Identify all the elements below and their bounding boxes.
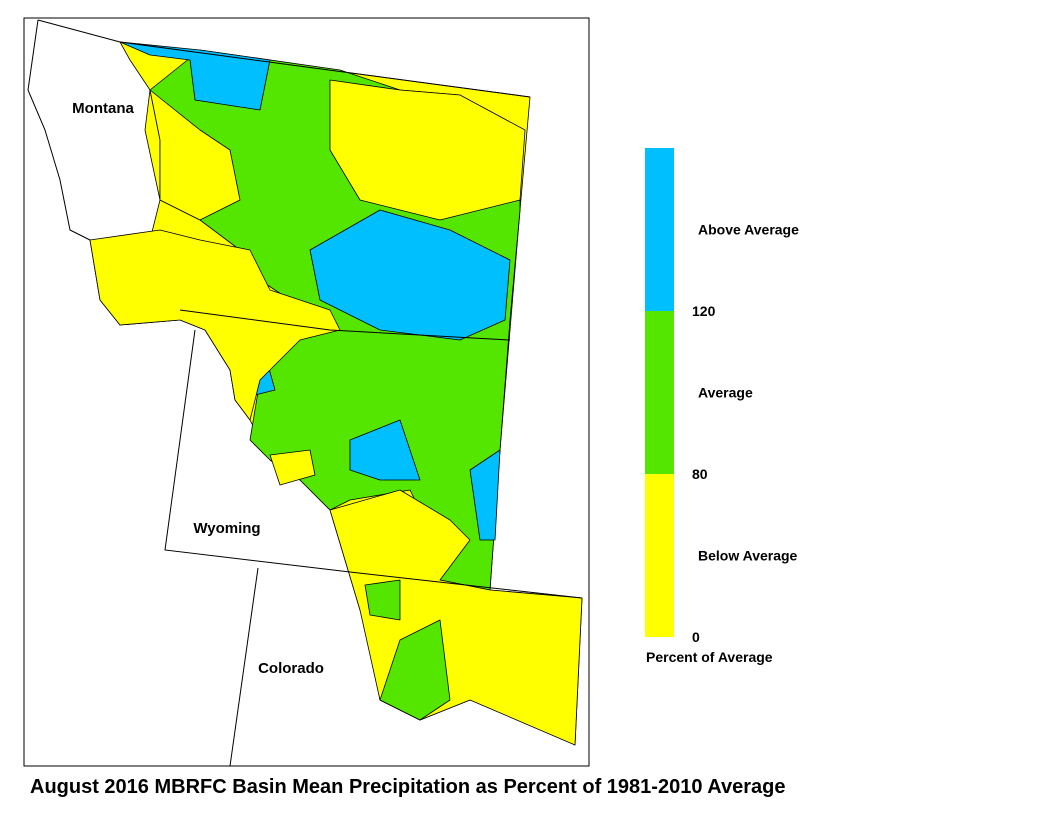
legend-swatch: [645, 148, 674, 311]
state-boundaries: [27, 19, 583, 767]
legend-tick-label: 0: [692, 629, 700, 645]
state-boundary: [27, 19, 91, 241]
state-boundary: [37, 19, 531, 98]
legend: Above Average Average Below Average 120 80 0: [645, 148, 799, 645]
state-boundary: [164, 329, 583, 599]
legend-swatch: [645, 311, 674, 474]
legend-label: Above Average: [698, 222, 799, 238]
state-label: Montana: [72, 100, 134, 117]
basin-region: [469, 449, 501, 541]
basin-region: [119, 41, 271, 111]
basin-region: [379, 619, 451, 721]
legend-label: Below Average: [698, 548, 798, 564]
basin-region: [349, 419, 421, 481]
basin-region: [269, 449, 316, 486]
legend-label: Average: [698, 385, 753, 401]
legend-tick-label: 80: [692, 466, 708, 482]
map-title: August 2016 MBRFC Basin Mean Precipitati…: [30, 776, 785, 798]
state-boundary: [179, 309, 511, 341]
basin-region: [364, 579, 401, 621]
basin-region: [149, 89, 241, 221]
state-label: Wyoming: [193, 520, 260, 537]
state-boundary: [229, 567, 259, 767]
basins: [89, 41, 583, 746]
state-label: Colorado: [258, 660, 324, 677]
legend-tick-label: 120: [692, 303, 716, 319]
basin-region: [329, 79, 526, 221]
basin-region: [309, 209, 511, 341]
legend-title: Percent of Average: [646, 649, 773, 665]
legend-swatch: [645, 474, 674, 637]
basin-region: [89, 229, 341, 421]
